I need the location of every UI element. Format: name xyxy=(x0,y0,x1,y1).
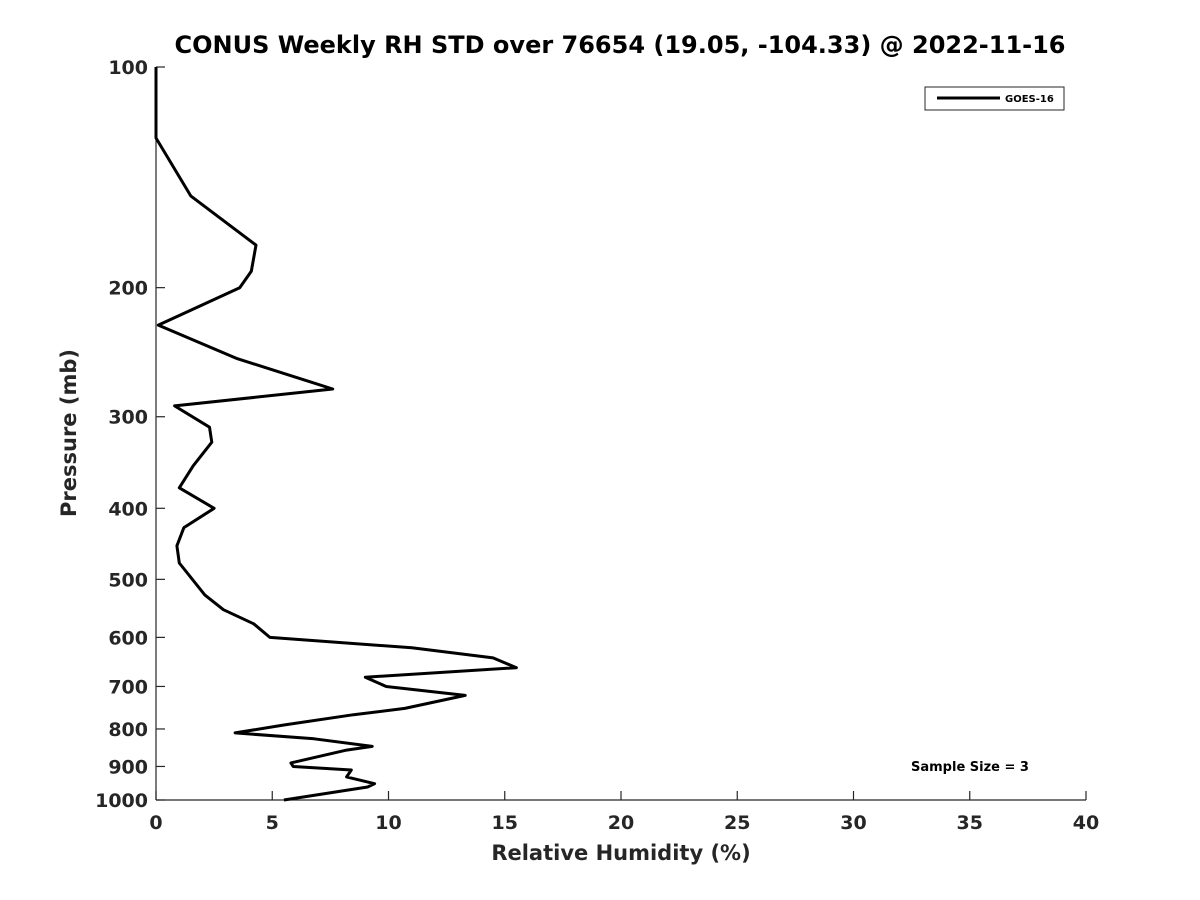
series-group xyxy=(154,67,518,802)
y-tick-label: 800 xyxy=(108,719,148,741)
legend[interactable]: GOES-16 xyxy=(924,86,1065,111)
x-tick-label: 20 xyxy=(608,812,634,834)
y-ticks: 100 200 300 400 500 600 700 800 900 1000 xyxy=(95,57,165,812)
x-tick-label: 30 xyxy=(840,812,866,834)
x-tick-label: 35 xyxy=(957,812,983,834)
y-tick-label: 200 xyxy=(108,278,148,300)
y-tick-label: 300 xyxy=(108,407,148,429)
x-tick-label: 10 xyxy=(375,812,401,834)
y-tick-label: 700 xyxy=(108,676,148,698)
x-tick-label: 25 xyxy=(724,812,750,834)
x-tick-label: 15 xyxy=(492,812,518,834)
axes xyxy=(155,67,1086,801)
y-tick-label: 900 xyxy=(108,756,148,778)
x-axis-label: Relative Humidity (%) xyxy=(491,841,750,865)
y-tick-label: 500 xyxy=(108,569,148,591)
sample-size-annotation: Sample Size = 3 xyxy=(911,760,1029,775)
y-tick-label: 600 xyxy=(108,627,148,649)
y-tick-label: 1000 xyxy=(95,790,148,812)
x-tick-label: 40 xyxy=(1073,812,1099,834)
y-axis-label: Pressure (mb) xyxy=(57,349,81,517)
x-tick-label: 0 xyxy=(149,812,162,834)
y-tick-label: 400 xyxy=(108,498,148,520)
series-line-goes-16 xyxy=(154,67,518,802)
x-tick-label: 5 xyxy=(266,812,279,834)
y-tick-label: 100 xyxy=(108,57,148,79)
x-ticks: 0 5 10 15 20 25 30 35 40 xyxy=(149,791,1099,834)
chart-title: CONUS Weekly RH STD over 76654 (19.05, -… xyxy=(174,31,1065,59)
legend-entry-goes-16: GOES-16 xyxy=(1005,94,1054,105)
